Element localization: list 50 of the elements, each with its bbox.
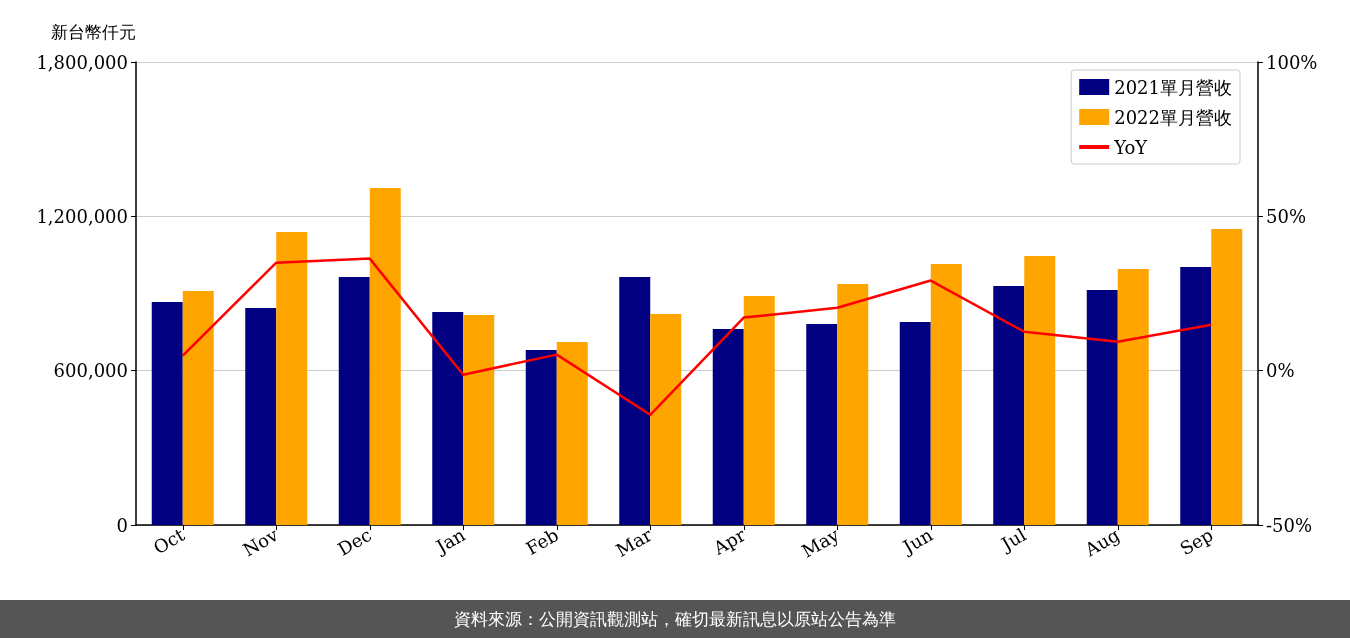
bar xyxy=(1211,228,1243,525)
bar xyxy=(1180,267,1212,525)
bar xyxy=(245,307,277,525)
x-tick-label: Dec xyxy=(334,523,375,560)
legend-label: 2022單月營收 xyxy=(1114,106,1232,128)
y-tick-label: 0 xyxy=(116,514,128,536)
source-note: 資料來源：公開資訊觀測站，確切最新訊息以原站公告為準 xyxy=(0,600,1350,638)
bar xyxy=(432,312,464,525)
x-tick-label: Feb xyxy=(522,523,562,559)
x-tick-label: Mar xyxy=(612,523,656,561)
bar xyxy=(619,277,651,525)
y2-tick-label: -50% xyxy=(1266,514,1313,536)
bar xyxy=(837,283,869,525)
y-axis-title: 新台幣仟元 xyxy=(51,21,136,42)
x-tick-label: Jul xyxy=(996,523,1030,556)
y2-tick-label: 0% xyxy=(1266,360,1295,382)
bar xyxy=(930,263,962,525)
bar xyxy=(899,322,931,525)
x-tick-label: Apr xyxy=(708,523,750,560)
legend-label: YoY xyxy=(1113,136,1149,158)
x-tick-label: Nov xyxy=(239,523,283,561)
bar xyxy=(338,277,370,525)
bar xyxy=(151,301,183,525)
y2-tick-label: 50% xyxy=(1266,205,1307,227)
y-tick-label: 1,200,000 xyxy=(36,205,128,227)
bar xyxy=(650,314,682,525)
x-tick-label: Sep xyxy=(1176,523,1217,560)
line-series xyxy=(181,257,1213,417)
x-tick-label: Oct xyxy=(149,523,189,559)
x-tick-label: Jun xyxy=(897,523,937,559)
bar xyxy=(1117,269,1149,525)
bar xyxy=(525,350,557,525)
y2-tick-label: 100% xyxy=(1266,51,1318,73)
bar xyxy=(276,232,308,525)
bar xyxy=(369,188,401,525)
bar xyxy=(463,315,495,525)
bar xyxy=(712,329,744,525)
bar xyxy=(1024,255,1056,525)
x-tick-label: Jan xyxy=(430,523,469,558)
bar xyxy=(743,296,775,525)
y-tick-label: 600,000 xyxy=(53,360,128,382)
y-tick-label: 1,800,000 xyxy=(36,51,128,73)
bar xyxy=(806,324,838,525)
x-tick-label: May xyxy=(797,523,844,562)
bar xyxy=(182,290,214,525)
bar xyxy=(556,342,588,525)
bar xyxy=(993,286,1025,525)
x-tick-label: Aug xyxy=(1080,523,1123,561)
legend-label: 2021單月營收 xyxy=(1114,76,1232,98)
bar xyxy=(1086,289,1118,525)
